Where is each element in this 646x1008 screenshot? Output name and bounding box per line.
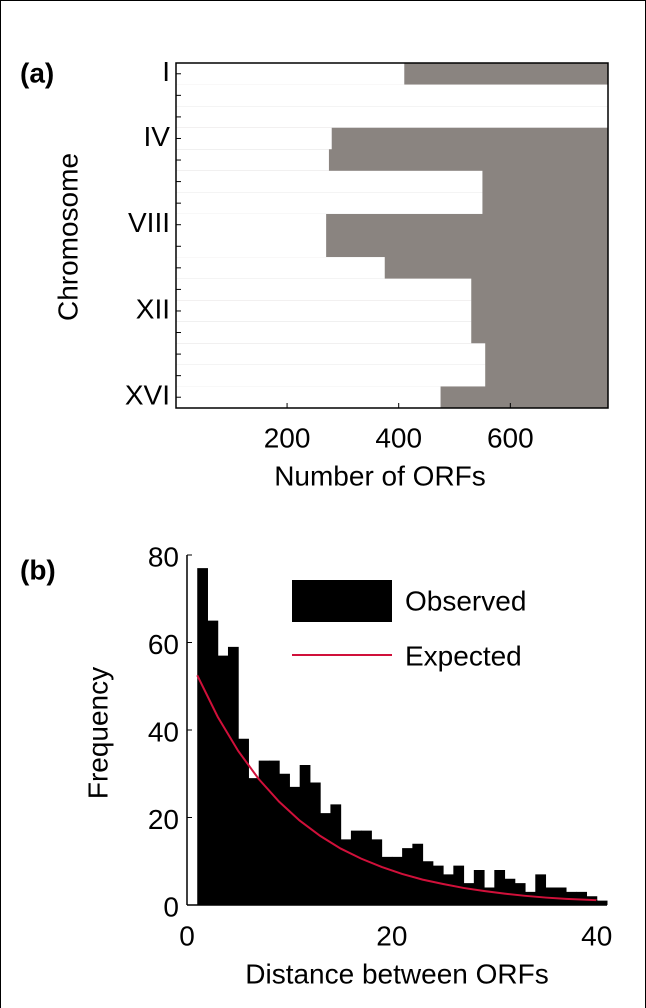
histogram-bar bbox=[525, 891, 536, 905]
histogram-bar bbox=[299, 765, 311, 905]
histogram-bar bbox=[443, 874, 454, 905]
histogram-bar bbox=[402, 848, 413, 905]
histogram-bar bbox=[268, 760, 280, 905]
histogram-bar bbox=[494, 870, 506, 905]
x-tick-label: 20 bbox=[376, 920, 407, 951]
histogram-bar bbox=[227, 646, 239, 905]
histogram-bar bbox=[463, 883, 475, 905]
y-tick-label: XVI bbox=[125, 380, 170, 411]
histogram-bar bbox=[381, 856, 393, 905]
chromosome-row bbox=[176, 321, 472, 344]
chromosome-row bbox=[176, 106, 608, 128]
x-tick-label: 600 bbox=[487, 422, 534, 453]
histogram-bar bbox=[330, 804, 342, 905]
histogram-bar bbox=[535, 874, 547, 905]
y-tick-label: 40 bbox=[148, 716, 179, 747]
chromosome-row bbox=[176, 84, 608, 107]
histogram-bar bbox=[555, 887, 567, 905]
panel-label: (a) bbox=[20, 57, 54, 88]
histogram-bar bbox=[248, 778, 260, 905]
chromosome-row bbox=[176, 235, 327, 258]
x-tick-label: 400 bbox=[375, 422, 422, 453]
histogram-bar bbox=[473, 870, 485, 905]
histogram-bar bbox=[279, 773, 290, 905]
y-axis-label: Frequency bbox=[82, 667, 113, 799]
histogram-bar bbox=[350, 830, 362, 905]
chromosome-row bbox=[176, 192, 483, 214]
x-tick-label: 200 bbox=[264, 422, 311, 453]
histogram-bar bbox=[412, 843, 424, 905]
histogram-bar bbox=[514, 883, 526, 905]
legend-swatch bbox=[292, 580, 392, 622]
histogram-bar bbox=[197, 568, 208, 905]
histogram-bar bbox=[504, 878, 516, 905]
histogram-bar bbox=[361, 830, 372, 905]
chromosome-row bbox=[176, 127, 332, 150]
legend-label: Observed bbox=[405, 585, 526, 616]
y-tick-label: 60 bbox=[148, 629, 179, 660]
histogram-bar bbox=[309, 782, 321, 905]
histogram-bar bbox=[289, 786, 301, 905]
y-axis-label: Chromosome bbox=[52, 153, 83, 321]
histogram-bar bbox=[576, 891, 588, 905]
histogram-bar bbox=[596, 900, 608, 905]
chromosome-row bbox=[176, 343, 486, 365]
y-tick-label: 20 bbox=[148, 804, 179, 835]
histogram-bar bbox=[391, 856, 403, 905]
chromosome-row bbox=[176, 149, 329, 171]
chromosome-row bbox=[176, 170, 483, 193]
histogram-bar bbox=[484, 887, 495, 905]
histogram-bar bbox=[432, 865, 444, 905]
histogram-bar bbox=[422, 861, 434, 905]
histogram-bar bbox=[340, 839, 352, 905]
y-tick-label: 0 bbox=[163, 891, 179, 922]
y-tick-label: XII bbox=[136, 293, 170, 324]
histogram-bar bbox=[217, 655, 229, 905]
axes-box bbox=[175, 62, 609, 409]
histogram-bar bbox=[238, 738, 249, 905]
histogram-bar bbox=[258, 760, 270, 905]
histogram-bar bbox=[207, 620, 219, 905]
chromosome-row bbox=[176, 364, 486, 387]
y-tick-label: IV bbox=[144, 121, 171, 152]
x-axis-label: Distance between ORFs bbox=[245, 958, 548, 989]
histogram-bar bbox=[371, 839, 383, 905]
chromosome-row bbox=[176, 278, 472, 301]
chromosome-row bbox=[176, 300, 472, 322]
y-tick-label: I bbox=[162, 56, 170, 87]
chromosome-row bbox=[176, 213, 327, 236]
panel-label: (b) bbox=[20, 554, 56, 585]
histogram-bar bbox=[320, 813, 331, 905]
y-tick-label: 80 bbox=[148, 541, 179, 572]
x-tick-label: 0 bbox=[179, 920, 195, 951]
chromosome-row bbox=[176, 257, 385, 279]
chromosome-row bbox=[176, 386, 441, 408]
x-axis-label: Number of ORFs bbox=[274, 460, 486, 491]
histogram-bar bbox=[453, 865, 465, 905]
x-tick-label: 40 bbox=[581, 920, 612, 951]
legend-label: Expected bbox=[405, 640, 522, 671]
chromosome-row bbox=[176, 63, 405, 85]
y-tick-label: VIII bbox=[128, 207, 170, 238]
expected-line bbox=[196, 674, 597, 902]
histogram-bar bbox=[545, 887, 557, 905]
